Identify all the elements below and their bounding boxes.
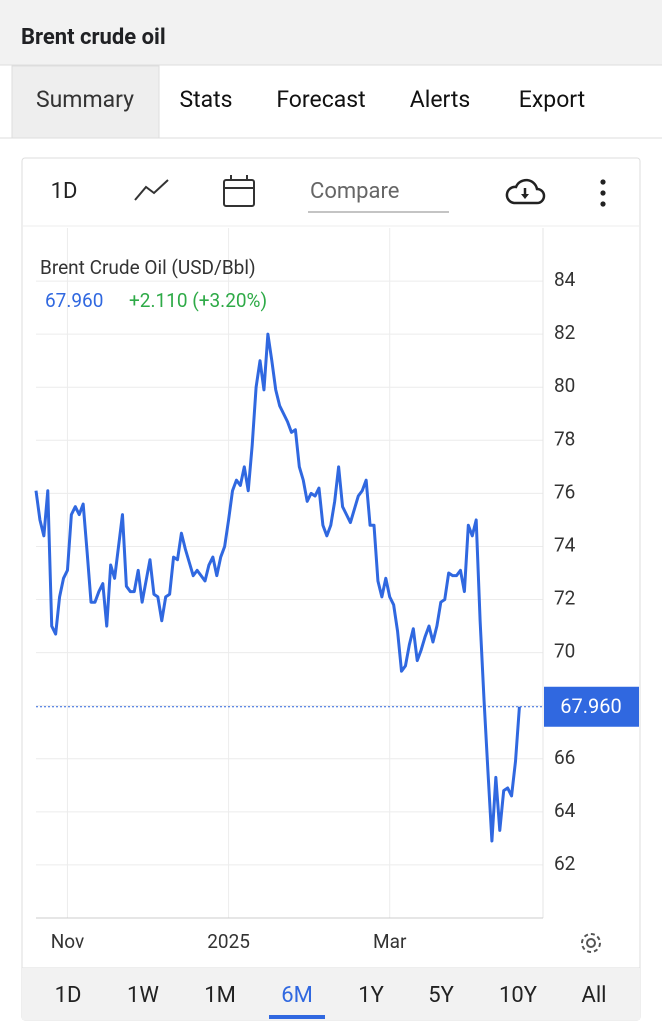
range-button[interactable]: 5Y [428, 983, 454, 1008]
legend-change: +2.110 (+3.20%) [129, 289, 267, 312]
tab[interactable]: Alerts [410, 86, 471, 113]
y-tick-label: 78 [554, 427, 575, 450]
calendar-icon[interactable] [223, 175, 255, 207]
range-button[interactable]: 1W [127, 983, 159, 1008]
y-tick-label: 82 [554, 321, 575, 344]
y-tick-label: 80 [554, 374, 575, 397]
range-button[interactable]: 1M [204, 983, 236, 1008]
settings-icon[interactable] [581, 933, 601, 953]
x-tick-label: Mar [373, 930, 407, 953]
y-tick-label: 84 [554, 268, 576, 291]
tab[interactable]: Forecast [276, 86, 365, 113]
tab[interactable]: Stats [179, 86, 232, 113]
tab[interactable]: Summary [36, 86, 134, 113]
y-tick-label: 74 [554, 533, 576, 556]
y-tick-label: 70 [554, 640, 575, 663]
last-price-tag-label: 67.960 [560, 694, 621, 718]
interval-button[interactable]: 1D [51, 179, 78, 204]
range-button[interactable]: All [581, 983, 606, 1008]
chart-card [21, 157, 641, 1021]
chart-title: Brent Crude Oil (USD/Bbl) [40, 256, 256, 279]
header-bar [0, 0, 662, 65]
x-tick-label: Nov [51, 930, 84, 953]
last-price-tag [544, 686, 639, 727]
y-tick-label: 76 [554, 480, 575, 503]
compare-input[interactable]: Compare [310, 179, 399, 204]
tab-selected [11, 65, 160, 139]
download-icon[interactable] [505, 178, 546, 205]
range-button[interactable]: 1D [55, 983, 82, 1008]
page-title: Brent crude oil [21, 25, 166, 50]
y-tick-label: 66 [554, 746, 575, 769]
y-tick-label: 72 [554, 587, 575, 610]
y-tick-label: 64 [554, 799, 576, 822]
range-button[interactable]: 1Y [358, 983, 384, 1008]
range-bar [22, 968, 640, 1020]
range-button[interactable]: 6M [281, 983, 313, 1008]
range-indicator [269, 1015, 325, 1019]
tab[interactable]: Export [519, 86, 585, 113]
legend-price: 67.960 [45, 289, 103, 312]
menu-icon[interactable] [600, 179, 606, 207]
x-tick-label: 2025 [207, 930, 250, 953]
y-tick-label: 62 [554, 852, 575, 875]
range-button[interactable]: 10Y [499, 983, 538, 1008]
chart-type-icon[interactable] [134, 179, 169, 201]
price-line [34, 332, 521, 843]
